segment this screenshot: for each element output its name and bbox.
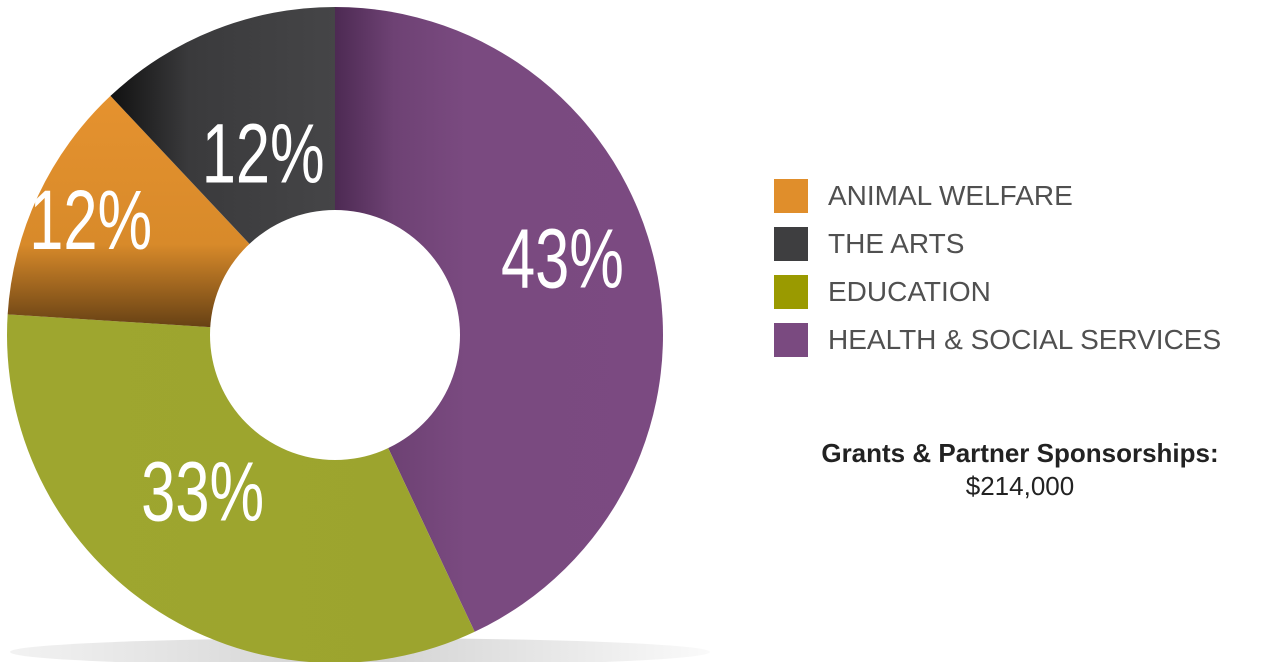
legend-label: EDUCATION [828, 276, 991, 307]
slice-label-education: 33% [141, 445, 264, 539]
legend-swatch [774, 179, 808, 213]
slice-label-animal-welfare: 12% [29, 173, 152, 267]
legend-label: HEALTH & SOCIAL SERVICES [828, 324, 1222, 355]
slice-health-social-services [335, 7, 663, 632]
legend-item: HEALTH & SOCIAL SERVICES [774, 322, 1221, 358]
legend-label: THE ARTS [828, 228, 965, 259]
summary-heading: Grants & Partner Sponsorships: [821, 438, 1219, 468]
legend-label: ANIMAL WELFARE [828, 180, 1073, 211]
legend-swatch [774, 227, 808, 261]
slice-label-the-arts: 12% [202, 107, 325, 201]
donut-chart: 43% 33% 12% 12% [7, 7, 710, 662]
slice-label-health-social-services: 43% [501, 211, 624, 305]
summary: Grants & Partner Sponsorships: $214,000 [780, 438, 1260, 502]
legend-item: THE ARTS [774, 226, 1221, 262]
legend-item: EDUCATION [774, 274, 1221, 310]
legend-swatch [774, 275, 808, 309]
summary-value: $214,000 [965, 471, 1075, 501]
legend-swatch [774, 323, 808, 357]
legend-item: ANIMAL WELFARE [774, 178, 1221, 214]
legend: ANIMAL WELFARE THE ARTS EDUCATION HEALTH & … [774, 178, 1221, 370]
donut-hole [210, 210, 460, 460]
